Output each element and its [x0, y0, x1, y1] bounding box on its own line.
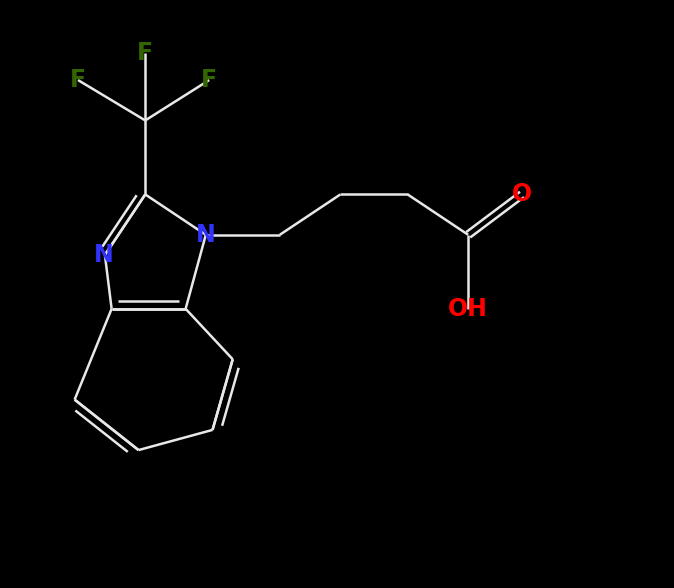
Text: F: F: [137, 41, 153, 65]
Text: O: O: [512, 182, 532, 206]
Text: OH: OH: [448, 297, 488, 321]
Text: F: F: [201, 68, 217, 92]
Text: N: N: [94, 243, 113, 267]
Text: N: N: [196, 223, 216, 247]
Text: F: F: [70, 68, 86, 92]
